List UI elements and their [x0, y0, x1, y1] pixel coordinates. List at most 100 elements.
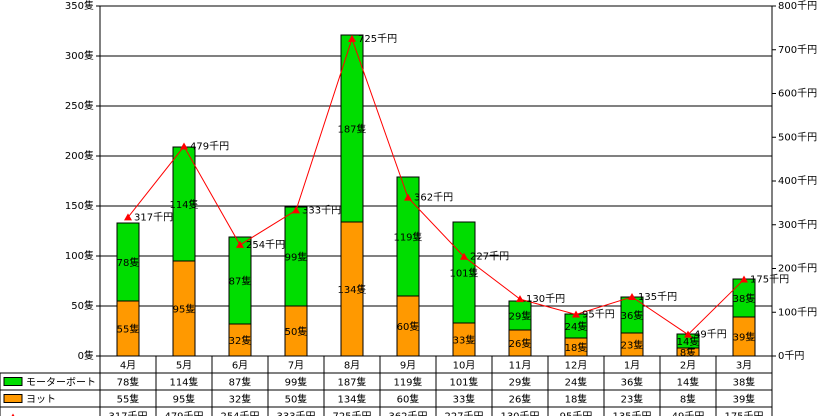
y-left-tick-label: 200隻 — [65, 149, 94, 162]
x-tick-label: 6月 — [232, 360, 248, 372]
table-cell: 87隻 — [229, 376, 252, 389]
motorboat-bar — [228, 236, 252, 325]
table-cell: 95千円 — [560, 411, 593, 416]
x-tick-label: 8月 — [344, 360, 360, 372]
legend-label: モーターボート — [26, 377, 96, 389]
table-cell: 101隻 — [449, 376, 478, 389]
yacht-data-label: 95隻 — [173, 303, 196, 316]
cost-data-label: 725千円 — [358, 33, 397, 45]
table-cell: 254千円 — [220, 411, 259, 416]
table-cell: 23隻 — [621, 393, 644, 406]
x-tick-label: 1月 — [624, 360, 640, 372]
motorboat-data-label: 114隻 — [169, 198, 198, 211]
x-tick-label: 9月 — [400, 360, 416, 372]
yacht-data-label: 33隻 — [453, 334, 476, 347]
motorboat-data-label: 24隻 — [565, 320, 588, 333]
legend-marker — [11, 413, 15, 416]
yacht-data-label: 32隻 — [229, 334, 252, 347]
table-cell: 175千円 — [724, 411, 763, 416]
x-tick-label: 7月 — [288, 360, 304, 372]
y-right-tick-label: 400千円 — [778, 175, 817, 187]
x-tick-label: 11月 — [509, 360, 532, 372]
table-cell: 49千円 — [672, 411, 705, 416]
motorboat-data-label: 119隻 — [393, 231, 422, 244]
x-tick-label: 12月 — [565, 360, 588, 372]
y-left-tick-label: 50隻 — [71, 299, 94, 312]
legend-swatch — [3, 394, 23, 403]
motorboat-data-label: 187隻 — [337, 123, 366, 136]
y-right-tick-label: 600千円 — [778, 88, 817, 100]
table-cell: 119隻 — [393, 376, 422, 389]
cost-marker — [740, 275, 748, 283]
cost-marker — [180, 142, 188, 150]
yacht-data-label: 23隻 — [621, 339, 644, 352]
table-cell: 130千円 — [500, 411, 539, 416]
cost-data-label: 49千円 — [694, 329, 727, 341]
plot-area — [99, 5, 773, 357]
motorboat-bar — [452, 221, 476, 324]
cost-data-label: 135千円 — [638, 291, 677, 303]
table-cell: 114隻 — [169, 376, 198, 389]
cost-data-label: 175千円 — [750, 273, 789, 285]
cost-marker — [236, 240, 244, 248]
cost-data-label: 479千円 — [190, 140, 229, 152]
y-left-tick-label: 250隻 — [65, 99, 94, 112]
y-left-tick-label: 300隻 — [65, 49, 94, 62]
y-left-tick-label: 100隻 — [65, 249, 94, 262]
table-cell: 725千円 — [332, 411, 371, 416]
table-cell: 14隻 — [677, 376, 700, 389]
cost-data-label: 362千円 — [414, 192, 453, 204]
table-cell: 29隻 — [509, 376, 532, 389]
motorboat-bar — [396, 176, 420, 297]
motorboat-bar — [116, 222, 140, 302]
cost-marker — [572, 310, 580, 318]
x-tick-label: 4月 — [120, 360, 136, 372]
cost-data-label: 130千円 — [526, 293, 565, 305]
table-cell: 18隻 — [565, 393, 588, 406]
table-cell: 36隻 — [621, 376, 644, 389]
table-cell: 479千円 — [164, 411, 203, 416]
table-cell: 95隻 — [173, 393, 196, 406]
table-cell: 24隻 — [565, 376, 588, 389]
cost-marker — [124, 213, 132, 221]
table-cell: 333千円 — [276, 411, 315, 416]
cost-marker — [292, 206, 300, 214]
table-cell: 362千円 — [388, 411, 427, 416]
y-right-tick-label: 500千円 — [778, 131, 817, 143]
yacht-data-label: 39隻 — [733, 331, 756, 344]
cost-marker — [460, 252, 468, 260]
motorboat-data-label: 29隻 — [509, 310, 532, 323]
cost-data-label: 227千円 — [470, 251, 509, 263]
table-cell: 8隻 — [680, 393, 696, 406]
yacht-data-label: 26隻 — [509, 337, 532, 350]
table-cell: 38隻 — [733, 376, 756, 389]
motorboat-data-label: 101隻 — [449, 267, 478, 280]
motorboat-data-label: 99隻 — [285, 251, 308, 264]
cost-line — [127, 37, 745, 336]
table-cell: 135千円 — [612, 411, 651, 416]
yacht-data-label: 134隻 — [337, 283, 366, 296]
cost-data-label: 333千円 — [302, 204, 341, 216]
legend-swatch — [3, 377, 23, 386]
yacht-data-label: 18隻 — [565, 341, 588, 354]
cost-data-label: 254千円 — [246, 239, 285, 251]
y-left-tick-label: 0隻 — [78, 349, 94, 362]
table-cell: 60隻 — [397, 393, 420, 406]
cost-marker — [628, 292, 636, 300]
cost-marker — [404, 193, 412, 201]
y-right-tick-label: 200千円 — [778, 263, 817, 275]
y-right-tick-label: 700千円 — [778, 44, 817, 56]
table-cell: 99隻 — [285, 376, 308, 389]
x-tick-label: 5月 — [176, 360, 192, 372]
y-right-tick-label: 0千円 — [778, 350, 804, 362]
y-left-tick-label: 350隻 — [65, 0, 94, 12]
motorboat-data-label: 38隻 — [733, 292, 756, 305]
table-cell: 32隻 — [229, 393, 252, 406]
y-right-tick-label: 100千円 — [778, 306, 817, 318]
cost-data-label: 317千円 — [134, 211, 173, 223]
yacht-data-label: 8隻 — [680, 346, 696, 359]
motorboat-data-label: 14隻 — [677, 335, 700, 348]
table-cell: 78隻 — [117, 376, 140, 389]
table-cell: 33隻 — [453, 393, 476, 406]
cost-marker — [516, 295, 524, 303]
